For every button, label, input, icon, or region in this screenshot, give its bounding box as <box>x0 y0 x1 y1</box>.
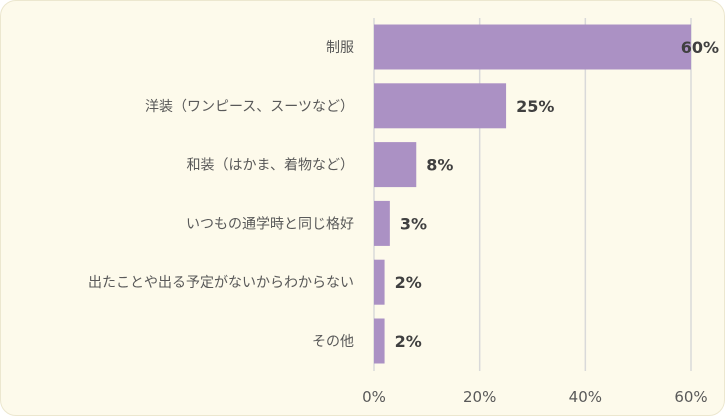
value-label: 25% <box>516 97 554 116</box>
category-label: いつもの通学時と同じ格好 <box>186 216 354 232</box>
category-label: その他 <box>312 334 354 350</box>
bar-5 <box>374 318 385 364</box>
bar-2 <box>374 142 417 188</box>
category-label: 出たことや出る予定がないからわからない <box>88 275 354 291</box>
value-label: 60% <box>681 38 719 57</box>
category-label: 制服 <box>326 40 354 56</box>
x-tick-label: 40% <box>569 388 602 406</box>
x-tick-label: 60% <box>674 388 707 406</box>
category-label: 和装（はかま、着物など） <box>187 158 354 174</box>
value-label: 8% <box>426 156 453 175</box>
value-label: 2% <box>395 273 422 292</box>
bar-3 <box>374 200 390 246</box>
bar-0 <box>374 24 691 70</box>
bar-4 <box>374 259 385 305</box>
value-label: 2% <box>395 332 422 351</box>
x-tick-label: 20% <box>463 388 496 406</box>
bar-1 <box>374 83 507 129</box>
x-tick-label: 0% <box>362 388 386 406</box>
value-label: 3% <box>400 214 427 233</box>
category-label: 洋装（ワンピース、スーツなど） <box>145 99 354 115</box>
